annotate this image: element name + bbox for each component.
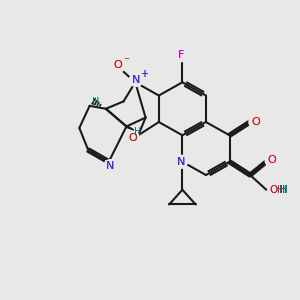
Text: H: H: [92, 97, 99, 107]
Text: N: N: [106, 161, 114, 171]
Text: F: F: [178, 50, 184, 60]
Circle shape: [174, 49, 188, 62]
Text: ⁻: ⁻: [123, 57, 129, 67]
Circle shape: [126, 132, 140, 145]
Polygon shape: [126, 126, 134, 130]
Text: H: H: [280, 185, 288, 195]
Text: OH: OH: [269, 185, 286, 195]
Text: H: H: [279, 185, 287, 195]
Text: O: O: [269, 185, 278, 195]
Circle shape: [129, 74, 142, 86]
Text: O: O: [251, 117, 260, 127]
Text: N: N: [132, 75, 140, 85]
Text: N: N: [177, 157, 185, 167]
Text: O: O: [128, 133, 137, 143]
Text: ⁻: ⁻: [123, 57, 129, 67]
Text: +: +: [140, 69, 148, 79]
Text: N: N: [132, 75, 140, 85]
Circle shape: [174, 155, 188, 168]
Text: H: H: [134, 127, 141, 137]
Text: H: H: [280, 185, 287, 195]
Text: O: O: [251, 117, 260, 127]
Text: +: +: [140, 69, 148, 79]
Text: N: N: [177, 157, 185, 167]
Text: F: F: [178, 50, 184, 60]
Circle shape: [104, 160, 117, 173]
Text: O: O: [267, 155, 276, 165]
Circle shape: [265, 154, 278, 167]
Text: O: O: [267, 155, 276, 165]
Text: O: O: [114, 61, 123, 70]
Text: O: O: [128, 133, 137, 143]
Circle shape: [249, 116, 262, 128]
Circle shape: [112, 59, 125, 72]
Text: N: N: [106, 161, 114, 171]
Text: O: O: [269, 185, 278, 195]
Text: O: O: [114, 61, 123, 70]
